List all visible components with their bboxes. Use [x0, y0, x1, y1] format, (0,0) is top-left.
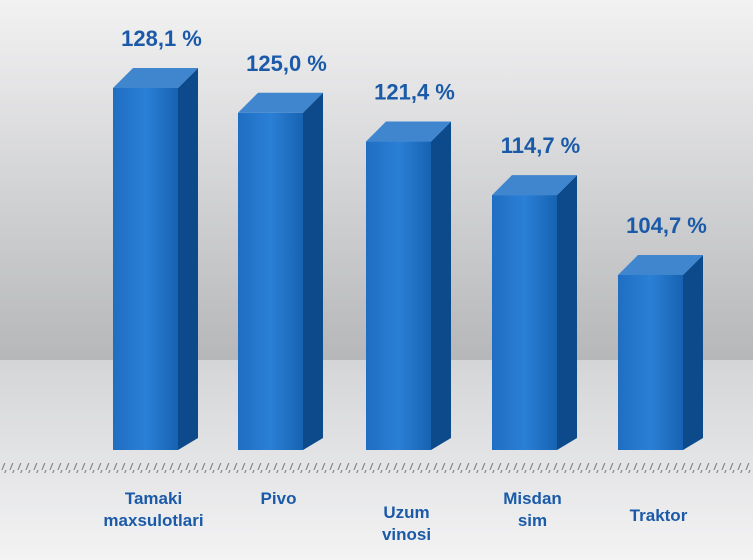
bar — [492, 195, 557, 450]
bar-top — [113, 68, 198, 88]
value-label: 125,0 % — [246, 51, 327, 76]
value-label: 104,7 % — [626, 213, 707, 238]
value-label: 121,4 % — [374, 80, 455, 105]
bar — [618, 275, 683, 450]
ruler — [0, 463, 753, 473]
category-label: Misdan sim — [503, 489, 562, 530]
bar — [238, 112, 303, 451]
bar-side — [683, 255, 703, 450]
bar-side — [557, 175, 577, 451]
bar-top — [366, 121, 451, 142]
bar-top — [618, 255, 703, 275]
bar-side — [303, 92, 323, 451]
bar-side — [431, 121, 451, 451]
value-label: 128,1 % — [121, 26, 202, 51]
value-label: 114,7 % — [501, 133, 581, 158]
bar — [366, 141, 431, 451]
bar-top — [492, 175, 577, 196]
bar-top — [238, 92, 323, 113]
category-label: Uzum vinosi — [381, 503, 432, 544]
bar — [113, 88, 178, 450]
bar-side — [178, 68, 198, 450]
category-label: Tamaki maxsulotlari — [103, 489, 204, 530]
category-label: Pivo — [260, 489, 297, 508]
category-label: Traktor — [629, 506, 688, 525]
